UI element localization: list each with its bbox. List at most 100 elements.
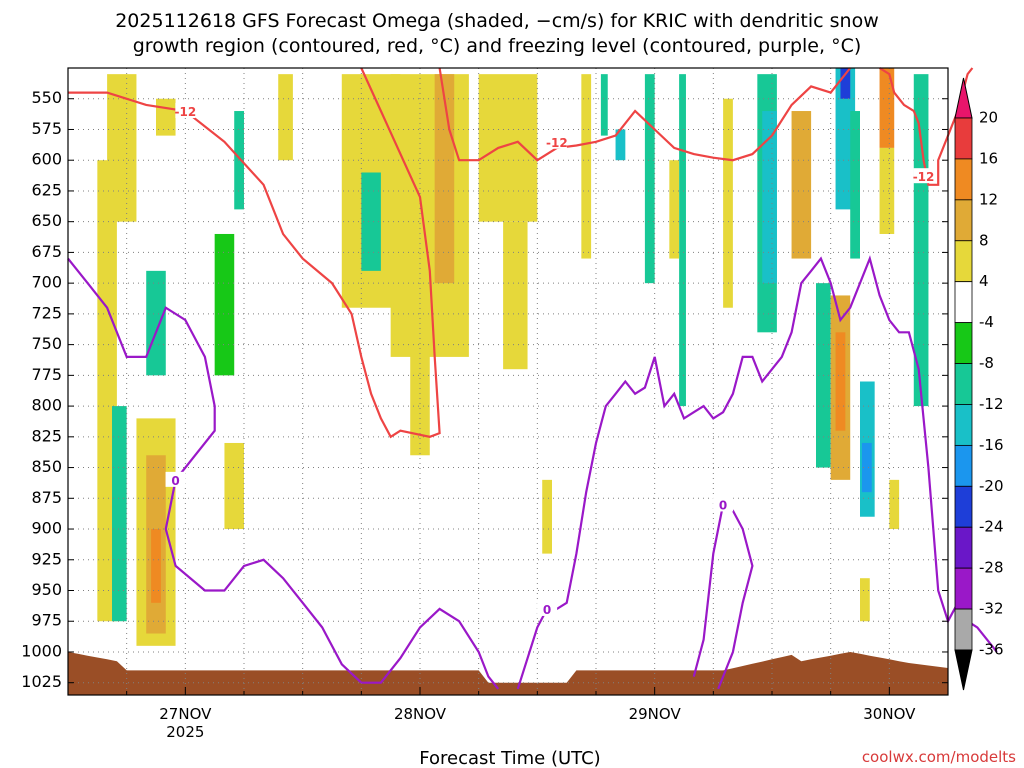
omega-cell-10 xyxy=(278,74,293,161)
y-tick-label-19: 1025 xyxy=(21,672,62,691)
terrain-fill xyxy=(68,652,948,695)
red-contour-line-1 xyxy=(438,67,852,162)
colorbar-bottom-arrow xyxy=(954,649,973,691)
colorbar-tick-13: -36 xyxy=(979,641,1004,659)
omega-cell-16 xyxy=(478,74,538,222)
x-axis-label: Forecast Time (UTC) xyxy=(419,748,600,768)
omega-cell-21 xyxy=(615,129,626,161)
colorbar-tick-3: 8 xyxy=(979,231,989,249)
omega-cell-39 xyxy=(913,74,929,407)
omega-cell-33 xyxy=(840,68,851,99)
x-tick-label-2: 29NOV xyxy=(629,705,682,723)
axes: 550 575 600 625 650 675 700 725 750 775 800 825 850 8… xyxy=(21,67,949,741)
x-tick-label-3: 30NOV xyxy=(863,705,916,723)
omega-cell-14 xyxy=(410,283,430,456)
colorbar-bin-12 xyxy=(954,567,973,610)
colorbar-bin-13 xyxy=(954,608,973,651)
red-contour-line-0 xyxy=(68,67,441,439)
omega-cell-7 xyxy=(156,98,176,136)
colorbar-tick-7: -12 xyxy=(979,395,1004,413)
purple-contour-line-2 xyxy=(516,255,998,690)
omega-cell-42 xyxy=(224,442,244,530)
y-tick-label-12: 850 xyxy=(31,457,62,476)
y-tick-label-13: 875 xyxy=(31,488,62,507)
red-contour-label-bg-1 xyxy=(546,133,567,149)
omega-cell-9 xyxy=(234,111,244,210)
credit-link[interactable]: coolwx.com/modelts xyxy=(862,748,1016,766)
purple-contour-line-1 xyxy=(361,607,500,690)
colorbar-bin-6 xyxy=(954,322,973,364)
y-tick-label-3: 625 xyxy=(31,180,62,199)
y-tick-label-7: 725 xyxy=(31,303,62,322)
y-tick-label-5: 675 xyxy=(31,242,62,261)
omega-cell-40 xyxy=(860,578,870,622)
omega-cell-5 xyxy=(146,270,166,376)
colorbar-bin-8 xyxy=(954,404,973,446)
chart-title-line2: growth region (contoured, red, °C) and f… xyxy=(133,35,862,57)
colorbar-bin-10 xyxy=(954,485,973,528)
y-tick-label-1: 575 xyxy=(31,119,62,138)
colorbar-bin-5 xyxy=(954,281,973,324)
omega-cell-31 xyxy=(835,332,846,431)
y-tick-label-17: 975 xyxy=(31,611,62,630)
omega-cell-17 xyxy=(503,221,528,370)
red-contour-label-bg-2 xyxy=(913,168,934,184)
purple-contour-label-bg-2 xyxy=(537,600,558,616)
omega-cell-32 xyxy=(835,68,856,210)
colorbar-tick-2: 12 xyxy=(979,190,998,208)
omega-cell-19 xyxy=(581,74,592,259)
colorbar-top-arrow xyxy=(954,77,973,119)
omega-cell-36 xyxy=(861,442,872,493)
colorbar-tick-4: 4 xyxy=(979,272,989,290)
red-contour-label-bg-0 xyxy=(175,103,196,119)
y-tick-label-8: 750 xyxy=(31,334,62,353)
purple-contour-label-bg-0 xyxy=(165,471,186,487)
y-tick-label-0: 550 xyxy=(31,88,62,107)
colorbar-tick-6: -8 xyxy=(979,354,994,372)
y-tick-label-4: 650 xyxy=(31,211,62,230)
y-tick-label-9: 775 xyxy=(31,365,62,384)
omega-cell-27 xyxy=(762,111,777,284)
omega-cell-8 xyxy=(214,233,235,376)
purple-contour-label-bg-3 xyxy=(713,496,734,512)
y-tick-label-14: 900 xyxy=(31,519,62,538)
y-tick-label-16: 950 xyxy=(31,580,62,599)
colorbar-tick-8: -16 xyxy=(979,436,1004,454)
omega-cell-28 xyxy=(791,111,812,259)
chart-title-line1: 2025112618 GFS Forecast Omega (shaded, −… xyxy=(115,10,879,32)
y-tick-label-6: 700 xyxy=(31,273,62,292)
y-tick-label-15: 925 xyxy=(31,549,62,568)
omega-cell-41 xyxy=(889,479,900,530)
omega-cell-38 xyxy=(879,147,895,234)
purple-contour-label-0: 0 xyxy=(171,474,179,488)
omega-cell-4 xyxy=(151,529,161,603)
red-contour-label-2: -12 xyxy=(913,170,935,184)
colorbar-tick-5: -4 xyxy=(979,313,994,331)
purple-contour-line-3 xyxy=(692,502,754,690)
omega-cell-1 xyxy=(112,406,127,622)
omega-cell-20 xyxy=(600,74,608,136)
omega-cell-37 xyxy=(879,68,895,148)
omega-cell-18 xyxy=(542,479,552,554)
colorbar-tick-11: -28 xyxy=(979,559,1004,577)
red-contour-label-0: -12 xyxy=(174,105,196,119)
red-contour-label-1: -12 xyxy=(546,136,568,150)
colorbar-bin-11 xyxy=(954,526,973,569)
colorbar-tick-12: -32 xyxy=(979,600,1004,618)
colorbar-bin-4 xyxy=(954,240,973,283)
x-tick-label-1: 28NOV xyxy=(394,705,447,723)
omega-cell-34 xyxy=(850,111,860,259)
omega-cell-23 xyxy=(679,74,686,407)
omega-cell-25 xyxy=(723,98,733,308)
colorbar-tick-0: 20 xyxy=(979,109,998,127)
plot-frame xyxy=(67,67,949,696)
y-tick-label-18: 1000 xyxy=(21,641,62,660)
omega-cell-12 xyxy=(361,172,381,271)
colorbar-bin-3 xyxy=(954,199,973,242)
y-tick-label-10: 800 xyxy=(31,396,62,415)
omega-cell-24 xyxy=(669,160,680,259)
x-tick-label-0: 27NOV xyxy=(159,705,212,723)
colorbar-bin-1 xyxy=(954,117,973,160)
colorbar-tick-10: -24 xyxy=(979,518,1004,536)
